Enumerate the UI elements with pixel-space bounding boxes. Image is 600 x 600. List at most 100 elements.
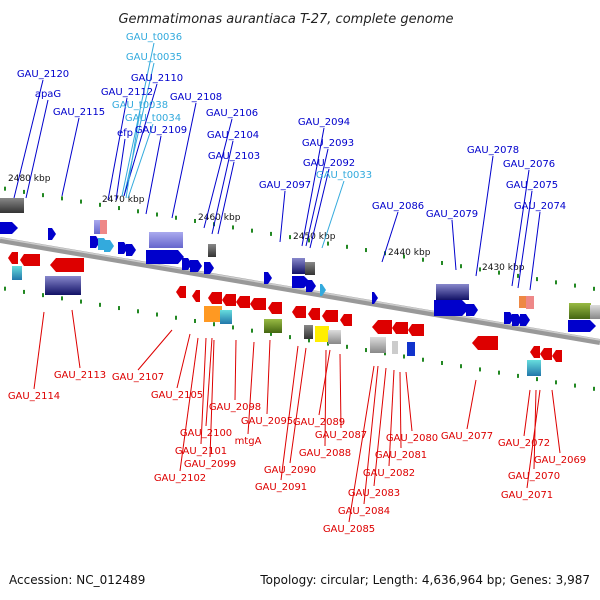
gene-label[interactable]: GAU_2079 bbox=[426, 209, 478, 220]
gene-label[interactable]: GAU_2083 bbox=[348, 488, 400, 499]
feature-box bbox=[392, 341, 398, 354]
gene-label[interactable]: GAU_2103 bbox=[208, 151, 260, 162]
callout-line bbox=[61, 117, 80, 197]
gene-label[interactable]: GAU_2084 bbox=[338, 506, 390, 517]
scale-tick bbox=[194, 218, 196, 223]
forward-gene-arrow bbox=[126, 244, 136, 256]
gene-label[interactable]: GAU_2108 bbox=[170, 92, 222, 103]
gene-label[interactable]: GAU_t0033 bbox=[316, 170, 372, 181]
gene-label[interactable]: GAU_2072 bbox=[498, 438, 550, 449]
callout-line bbox=[115, 138, 126, 201]
gene-label[interactable]: GAU_2076 bbox=[503, 159, 555, 170]
gene-label[interactable]: GAU_2088 bbox=[299, 448, 351, 459]
scale-tick bbox=[23, 189, 25, 194]
scale-tick bbox=[593, 286, 595, 291]
gene-label[interactable]: GAU_2075 bbox=[506, 180, 558, 191]
gene-label[interactable]: GAU_2078 bbox=[467, 145, 519, 156]
callout-line bbox=[107, 97, 128, 201]
gene-label[interactable]: GAU_2086 bbox=[372, 201, 424, 212]
gene-label[interactable]: GAU_2098 bbox=[209, 402, 261, 413]
scale-tick bbox=[498, 270, 500, 275]
reverse-gene-arrow bbox=[552, 350, 562, 362]
gene-label[interactable]: GAU_2080 bbox=[386, 433, 438, 444]
callout-line bbox=[321, 180, 345, 249]
scale-tick bbox=[555, 280, 557, 285]
gene-label[interactable]: GAU_2107 bbox=[112, 372, 164, 383]
gene-label[interactable]: GAU_2114 bbox=[8, 391, 60, 402]
reverse-gene-arrow bbox=[20, 254, 40, 266]
callout-line bbox=[211, 140, 234, 235]
reverse-gene-arrow bbox=[222, 294, 236, 306]
callout-line bbox=[305, 148, 329, 247]
gene-label[interactable]: GAU_2095 bbox=[241, 416, 293, 427]
scale-tick bbox=[422, 357, 424, 362]
reverse-gene-arrow bbox=[540, 348, 552, 360]
gene-label[interactable]: GAU_2104 bbox=[207, 130, 259, 141]
gene-label[interactable]: GAU_2093 bbox=[302, 138, 354, 149]
reverse-gene-arrow bbox=[322, 310, 338, 322]
forward-genes bbox=[0, 222, 596, 332]
gene-label[interactable]: GAU_2105 bbox=[151, 390, 203, 401]
scale-tick bbox=[308, 338, 310, 343]
callout-line bbox=[551, 389, 561, 454]
scale-tick bbox=[137, 209, 139, 214]
genome-backbone-highlight bbox=[0, 237, 600, 341]
forward-gene-arrow bbox=[306, 280, 316, 292]
gene-label[interactable]: GAU_2100 bbox=[180, 428, 232, 439]
gene-label[interactable]: GAU_2109 bbox=[135, 125, 187, 136]
gene-label[interactable]: GAU_2082 bbox=[363, 468, 415, 479]
gene-label[interactable]: GAU_2110 bbox=[131, 73, 183, 84]
scale-2430: 2430 kbp bbox=[482, 263, 525, 273]
gene-label[interactable]: GAU_2091 bbox=[255, 482, 307, 493]
genome-backbone bbox=[0, 237, 600, 345]
gene-label[interactable]: GAU_2120 bbox=[17, 69, 69, 80]
scale-tick bbox=[232, 325, 234, 330]
gene-label[interactable]: GAU_2071 bbox=[501, 490, 553, 501]
gene-label[interactable]: GAU_2081 bbox=[375, 450, 427, 461]
gene-label[interactable]: GAU_t0034 bbox=[125, 113, 181, 124]
callout-line bbox=[171, 102, 197, 219]
gene-label[interactable]: GAU_2085 bbox=[323, 524, 375, 535]
gene-label[interactable]: GAU_2097 bbox=[259, 180, 311, 191]
gene-label[interactable]: GAU_2102 bbox=[154, 473, 206, 484]
feature-box bbox=[0, 198, 24, 213]
scale-tick bbox=[213, 322, 215, 327]
gene-label[interactable]: GAU_t0035 bbox=[126, 52, 182, 63]
gene-label[interactable]: GAU_2101 bbox=[175, 446, 227, 457]
gene-label[interactable]: GAU_2089 bbox=[293, 417, 345, 428]
gene-label[interactable]: GAU_2077 bbox=[441, 431, 493, 442]
forward-gene-arrow bbox=[264, 272, 272, 284]
gene-label[interactable]: mtgA bbox=[235, 436, 262, 447]
scale-tick bbox=[194, 318, 196, 323]
feature-box bbox=[407, 342, 415, 356]
rna-gene-arrow bbox=[320, 284, 326, 296]
gene-label[interactable]: GAU_2115 bbox=[53, 107, 105, 118]
scale-tick bbox=[4, 286, 6, 291]
scale-tick bbox=[346, 244, 348, 249]
gene-label[interactable]: GAU_2090 bbox=[264, 465, 316, 476]
gene-label[interactable]: GAU_2094 bbox=[298, 117, 350, 128]
gene-label[interactable]: GAU_2112 bbox=[101, 87, 153, 98]
gene-label[interactable]: GAU_2113 bbox=[54, 370, 106, 381]
gene-label[interactable]: GAU_2092 bbox=[303, 158, 355, 169]
gene-label[interactable]: GAU_2099 bbox=[184, 459, 236, 470]
gene-label[interactable]: GAU_2069 bbox=[534, 455, 586, 466]
gene-label[interactable]: GAU_2070 bbox=[508, 471, 560, 482]
scale-tick bbox=[479, 367, 481, 372]
gene-label[interactable]: GAU_t0038 bbox=[112, 100, 168, 111]
gene-label[interactable]: GAU_t0036 bbox=[126, 32, 182, 43]
gene-label[interactable]: apaG bbox=[35, 89, 61, 100]
gene-label[interactable]: GAU_2106 bbox=[206, 108, 258, 119]
map-title: Gemmatimonas aurantiaca T-27, complete g… bbox=[118, 12, 453, 27]
callout-line bbox=[33, 311, 45, 390]
feature-box bbox=[208, 244, 216, 257]
gene-label[interactable]: GAU_2087 bbox=[315, 430, 367, 441]
feature-box bbox=[370, 337, 386, 353]
callout-line bbox=[451, 219, 457, 271]
feature-box bbox=[264, 319, 282, 333]
gene-label[interactable]: GAU_2074 bbox=[514, 201, 566, 212]
gene-label[interactable]: efp bbox=[117, 128, 133, 139]
callout-line bbox=[179, 337, 199, 472]
scale-tick bbox=[460, 264, 462, 269]
callout-line bbox=[373, 367, 387, 487]
